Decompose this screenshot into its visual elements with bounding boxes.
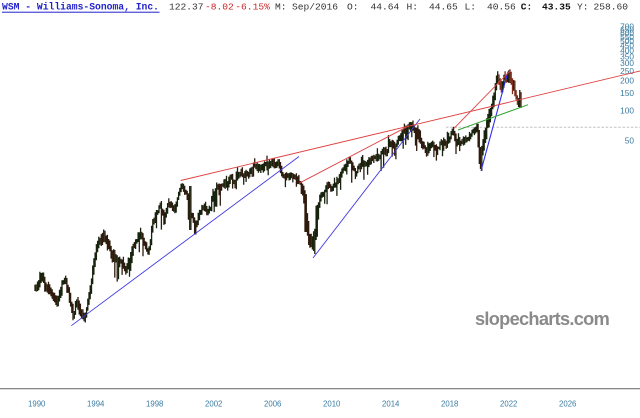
svg-text:1998: 1998 <box>146 399 163 408</box>
svg-text:2014: 2014 <box>382 399 400 408</box>
svg-text:-8.02: -8.02 <box>205 2 234 13</box>
svg-text:700: 700 <box>620 21 634 31</box>
svg-text:122.37: 122.37 <box>169 2 204 13</box>
svg-text:2026: 2026 <box>559 399 576 408</box>
svg-text:C:: C: <box>521 2 533 13</box>
svg-text:40.56: 40.56 <box>487 2 516 13</box>
svg-text:150: 150 <box>620 88 634 98</box>
svg-text:650: 650 <box>620 25 634 35</box>
svg-text:300: 300 <box>620 58 634 68</box>
svg-text:2006: 2006 <box>264 399 281 408</box>
svg-text:200: 200 <box>620 76 634 86</box>
svg-text:WSM - Williams-Sonoma, Inc.: WSM - Williams-Sonoma, Inc. <box>2 2 159 13</box>
svg-text:400: 400 <box>620 46 634 56</box>
svg-text:450: 450 <box>620 41 634 51</box>
svg-text:Sep/2016: Sep/2016 <box>292 2 338 13</box>
svg-text:O:: O: <box>347 2 359 13</box>
svg-text:H:: H: <box>407 2 419 13</box>
svg-text:250: 250 <box>620 66 634 76</box>
svg-text:350: 350 <box>620 51 634 61</box>
svg-text:M:: M: <box>275 2 287 13</box>
svg-text:44.64: 44.64 <box>371 2 400 13</box>
svg-text:258.60: 258.60 <box>594 2 629 13</box>
svg-text:500: 500 <box>620 36 634 46</box>
svg-text:L:: L: <box>465 2 477 13</box>
svg-text:44.65: 44.65 <box>429 2 458 13</box>
svg-text:600: 600 <box>620 28 634 38</box>
svg-text:2018: 2018 <box>441 399 458 408</box>
svg-text:slopecharts.com: slopecharts.com <box>475 309 610 329</box>
svg-text:1994: 1994 <box>87 399 105 408</box>
svg-text:2010: 2010 <box>323 399 341 408</box>
svg-text:550: 550 <box>620 32 634 42</box>
svg-text:2022: 2022 <box>500 399 517 408</box>
svg-text:-6.15%: -6.15% <box>235 2 270 13</box>
svg-text:100: 100 <box>620 106 634 116</box>
svg-text:43.35: 43.35 <box>542 2 571 13</box>
svg-text:2002: 2002 <box>205 399 222 408</box>
svg-text:Y:: Y: <box>577 2 589 13</box>
svg-text:50: 50 <box>625 136 635 146</box>
svg-text:1990: 1990 <box>28 399 46 408</box>
